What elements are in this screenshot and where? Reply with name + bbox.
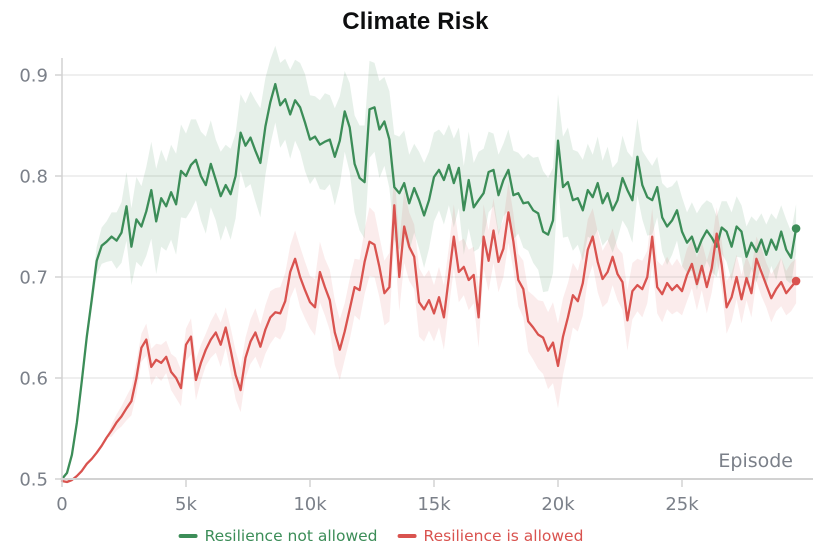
series-line-1	[60, 204, 798, 484]
legend-label: Resilience is allowed	[423, 527, 584, 545]
series-line-0	[60, 82, 798, 481]
confidence-band-1	[62, 168, 797, 482]
x-axis-label: Episode	[718, 450, 793, 472]
x-tick-label: 5k	[175, 494, 197, 515]
x-tick-label: 15k	[417, 494, 451, 515]
legend: Resilience not allowed Resilience is all…	[178, 527, 584, 545]
y-tick-label: 0.5	[19, 470, 48, 491]
series-end-dot-1	[791, 276, 801, 286]
legend-item-resilience-is-allowed[interactable]: Resilience is allowed	[397, 527, 584, 545]
y-tick-label: 0.9	[19, 66, 48, 87]
legend-label: Resilience not allowed	[204, 527, 378, 545]
chart-title: Climate Risk	[342, 8, 489, 35]
legend-swatch-green	[178, 534, 198, 538]
y-tick-label: 0.6	[19, 369, 48, 390]
x-tick-label: 0	[56, 494, 67, 515]
y-tick-label: 0.8	[19, 167, 48, 188]
y-tick-label: 0.7	[19, 268, 48, 289]
x-tick-label: 25k	[665, 494, 699, 515]
legend-item-resilience-not-allowed[interactable]: Resilience not allowed	[178, 527, 378, 545]
legend-swatch-red	[397, 534, 417, 538]
x-tick-label: 20k	[541, 494, 575, 515]
x-tick-label: 10k	[293, 494, 327, 515]
confidence-band-0	[62, 45, 797, 479]
series-end-dot-0	[791, 224, 801, 233]
